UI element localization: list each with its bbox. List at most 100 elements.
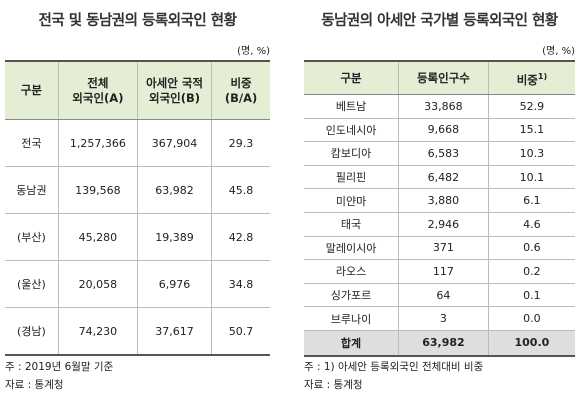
row: 라오스 117 0.2 — [304, 259, 575, 284]
cell: 367,904 — [136, 119, 212, 167]
row: 전국 1,257,366 367,904 29.3 — [5, 119, 270, 167]
cell: 0.6 — [487, 236, 575, 261]
cell: 37,617 — [136, 307, 212, 356]
cell: 0.0 — [487, 306, 575, 331]
total-row: 합계 63,982 100.0 — [304, 329, 575, 357]
row: (경남) 74,230 37,617 50.7 — [5, 307, 270, 356]
cell: 64 — [398, 283, 489, 308]
cell: 19,389 — [136, 213, 212, 261]
cell: (경남) — [5, 307, 59, 356]
cell: (울산) — [5, 260, 59, 308]
cell: 태국 — [304, 212, 399, 237]
row: 싱가포르 64 0.1 — [304, 283, 575, 308]
note: 주 : 1) 아세안 등록외국인 전체대비 비중 — [304, 361, 484, 373]
cell: 10.3 — [487, 141, 575, 166]
cell: 0.2 — [487, 259, 575, 284]
row: 브루나이 3 0.0 — [304, 306, 575, 331]
cell: 베트남 — [304, 94, 399, 119]
left-title: 전국 및 동남권의 등록외국인 현황 — [38, 13, 237, 29]
cell: 52.9 — [487, 94, 575, 119]
cell: 인도네시아 — [304, 118, 399, 143]
cell: 29.3 — [211, 119, 270, 167]
header-line: 전체 — [87, 75, 109, 90]
header-line: (B/A) — [224, 90, 258, 105]
cell: 1,257,366 — [57, 119, 138, 167]
note: 자료 : 통계청 — [5, 379, 64, 391]
right-unit: (명, %) — [542, 46, 575, 57]
cell: 미얀마 — [304, 188, 399, 213]
cell: 9,668 — [398, 118, 489, 143]
cell: 33,868 — [398, 94, 489, 119]
cell: 브루나이 — [304, 306, 399, 331]
cell: 74,230 — [57, 307, 138, 356]
cell: 139,568 — [57, 166, 138, 214]
header-cell: 비중 (B/A) — [211, 60, 270, 120]
header-row: 구분 등록인구수 비중1) — [304, 60, 575, 95]
left-unit: (명, %) — [237, 46, 270, 57]
cell: 371 — [398, 236, 489, 261]
cell: 전국 — [5, 119, 59, 167]
row: 캄보디아 6,583 10.3 — [304, 141, 575, 166]
header-line: 외국인(B) — [149, 90, 201, 105]
cell: 6.1 — [487, 188, 575, 213]
right-table: 구분 등록인구수 비중1) 베트남 33,868 52.9 인도네시아 9,668 15.1 캄보… — [304, 60, 575, 357]
row: (부산) 45,280 19,389 42.8 — [5, 213, 270, 261]
cell: 34.8 — [211, 260, 270, 308]
row: 필리핀 6,482 10.1 — [304, 165, 575, 190]
cell: 4.6 — [487, 212, 575, 237]
row: 말레이시아 371 0.6 — [304, 236, 575, 261]
cell: 6,583 — [398, 141, 489, 166]
cell: 캄보디아 — [304, 141, 399, 166]
header-row: 구분 전체 외국인(A) 아세안 국적 외국인(B) 비중 (B/A) — [5, 60, 270, 120]
row: 미얀마 3,880 6.1 — [304, 188, 575, 213]
header-line: 비중 — [230, 75, 252, 90]
right-title: 동남권의 아세안 국가별 등록외국인 현황 — [321, 13, 558, 29]
cell: 3,880 — [398, 188, 489, 213]
cell: 15.1 — [487, 118, 575, 143]
row: 동남권 139,568 63,982 45.8 — [5, 166, 270, 214]
cell: (부산) — [5, 213, 59, 261]
header-cell: 전체 외국인(A) — [57, 60, 138, 120]
row: 베트남 33,868 52.9 — [304, 94, 575, 119]
header-line: 아세안 국적 — [146, 75, 203, 90]
cell: 6,482 — [398, 165, 489, 190]
header-note: 1) — [537, 71, 548, 81]
cell: 말레이시아 — [304, 236, 399, 261]
cell: 45.8 — [211, 166, 270, 214]
header-cell: 구분 — [5, 60, 59, 120]
total-cell: 63,982 — [398, 329, 489, 357]
cell: 20,058 — [57, 260, 138, 308]
right-panel: 동남권의 아세안 국가별 등록외국인 현황 (명, %) 구분 등록인구수 비중1)… — [304, 0, 575, 391]
total-cell: 100.0 — [487, 329, 575, 357]
row: 인도네시아 9,668 15.1 — [304, 118, 575, 143]
total-cell: 합계 — [304, 329, 399, 357]
header-line: 구분 — [20, 83, 42, 97]
note: 자료 : 통계청 — [304, 379, 363, 391]
header-line: 외국인(A) — [72, 90, 124, 105]
note: 주 : 2019년 6월말 기준 — [5, 361, 114, 373]
header-cell: 비중1) — [487, 60, 575, 95]
cell: 45,280 — [57, 213, 138, 261]
cell: 42.8 — [211, 213, 270, 261]
row: (울산) 20,058 6,976 34.8 — [5, 260, 270, 308]
cell: 3 — [398, 306, 489, 331]
header-cell: 구분 — [304, 60, 399, 95]
left-panel: 전국 및 동남권의 등록외국인 현황 (명, %) 구분 전체 외국인(A) 아세안 … — [5, 0, 270, 391]
cell: 0.1 — [487, 283, 575, 308]
cell: 117 — [398, 259, 489, 284]
cell: 10.1 — [487, 165, 575, 190]
cell: 싱가포르 — [304, 283, 399, 308]
cell: 동남권 — [5, 166, 59, 214]
left-table: 구분 전체 외국인(A) 아세안 국적 외국인(B) 비중 (B/A) 전국 1,257,366… — [5, 60, 270, 356]
header-cell: 등록인구수 — [398, 60, 489, 95]
cell: 라오스 — [304, 259, 399, 284]
header-cell: 아세안 국적 외국인(B) — [136, 60, 212, 120]
cell: 2,946 — [398, 212, 489, 237]
cell: 63,982 — [136, 166, 212, 214]
cell: 6,976 — [136, 260, 212, 308]
row: 태국 2,946 4.6 — [304, 212, 575, 237]
cell: 필리핀 — [304, 165, 399, 190]
